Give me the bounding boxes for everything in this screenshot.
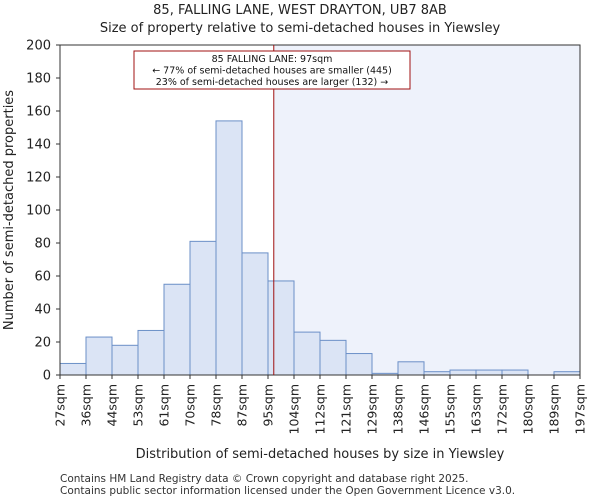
y-tick-label: 80 bbox=[34, 237, 51, 252]
histogram-bar bbox=[241, 252, 269, 376]
histogram-bar bbox=[111, 344, 139, 376]
chart-title: 85, FALLING LANE, WEST DRAYTON, UB7 8AB bbox=[153, 3, 447, 18]
x-tick-label: 112sqm bbox=[313, 384, 328, 434]
chart-subtitle: Size of property relative to semi-detach… bbox=[99, 21, 501, 36]
y-tick-label: 60 bbox=[34, 270, 51, 285]
x-tick-label: 104sqm bbox=[287, 384, 302, 434]
histogram-bar bbox=[293, 331, 321, 376]
x-tick-label: 172sqm bbox=[495, 384, 510, 434]
x-tick-label: 146sqm bbox=[417, 384, 432, 434]
x-tick-label: 121sqm bbox=[339, 384, 354, 434]
histogram-bar bbox=[267, 280, 295, 376]
x-tick-label: 78sqm bbox=[209, 384, 224, 427]
x-axis-label: Distribution of semi-detached houses by … bbox=[136, 447, 505, 462]
histogram-bar bbox=[397, 361, 425, 376]
x-tick-label: 95sqm bbox=[261, 384, 276, 427]
larger-region-shade bbox=[273, 45, 580, 375]
x-tick-label: 44sqm bbox=[105, 384, 120, 427]
histogram-bar bbox=[475, 369, 503, 376]
x-tick-label: 27sqm bbox=[53, 384, 68, 427]
x-tick-label: 129sqm bbox=[365, 384, 380, 434]
y-tick-label: 120 bbox=[26, 171, 51, 186]
y-tick-label: 40 bbox=[34, 303, 51, 318]
y-tick-label: 180 bbox=[26, 72, 51, 87]
y-tick-label: 0 bbox=[43, 369, 51, 384]
x-tick-label: 61sqm bbox=[157, 384, 172, 427]
y-tick-label: 200 bbox=[26, 39, 51, 54]
y-axis-label: Number of semi-detached properties bbox=[2, 90, 17, 330]
x-tick-label: 189sqm bbox=[547, 384, 562, 434]
x-tick-label: 155sqm bbox=[443, 384, 458, 434]
y-tick-label: 100 bbox=[26, 204, 51, 219]
annotation-line-3: 23% of semi-detached houses are larger (… bbox=[156, 77, 389, 88]
annotation-box bbox=[133, 50, 411, 90]
annotation-line-2: ← 77% of semi-detached houses are smalle… bbox=[152, 66, 392, 77]
footer-copyright: Contains HM Land Registry data © Crown c… bbox=[60, 473, 469, 485]
histogram-bar bbox=[449, 369, 477, 376]
histogram-bar bbox=[215, 120, 243, 376]
annotation-line-1: 85 FALLING LANE: 97sqm bbox=[212, 54, 333, 65]
x-tick-label: 163sqm bbox=[469, 384, 484, 434]
x-tick-label: 180sqm bbox=[521, 384, 536, 434]
y-tick-label: 140 bbox=[26, 138, 51, 153]
histogram-bar bbox=[163, 283, 191, 376]
y-tick-label: 160 bbox=[26, 105, 51, 120]
x-tick-label: 36sqm bbox=[79, 384, 94, 427]
histogram-bar bbox=[501, 369, 529, 376]
x-tick-label: 197sqm bbox=[573, 384, 588, 434]
chart: 0 20 40 60 80 100 120 140 160 180 200 27sqm 36sqm 44s… bbox=[2, 39, 588, 463]
x-tick-label: 70sqm bbox=[183, 384, 198, 427]
histogram-bar bbox=[189, 240, 217, 376]
histogram-bar bbox=[137, 329, 165, 376]
x-tick-label: 138sqm bbox=[391, 384, 406, 434]
histogram-bar bbox=[85, 336, 113, 376]
y-tick-label: 20 bbox=[34, 336, 51, 351]
histogram-bar bbox=[59, 362, 87, 376]
x-tick-label: 87sqm bbox=[235, 384, 250, 427]
histogram-bar bbox=[345, 353, 373, 376]
histogram-bar bbox=[319, 339, 347, 376]
footer-licence: Contains public sector information licen… bbox=[60, 485, 516, 497]
x-tick-label: 53sqm bbox=[131, 384, 146, 427]
